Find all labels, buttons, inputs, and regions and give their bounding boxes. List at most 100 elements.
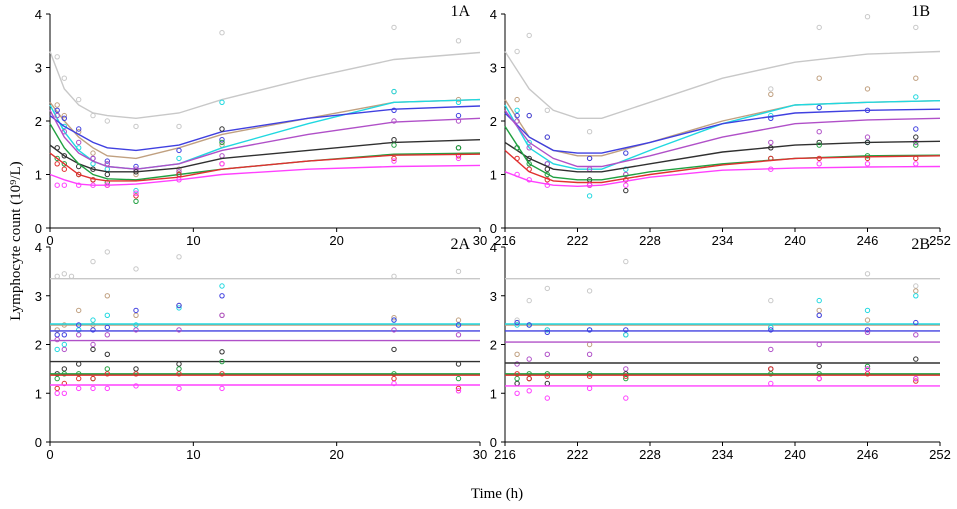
observation-point bbox=[391, 142, 397, 148]
observation-point bbox=[61, 322, 68, 328]
panel-label: 2B bbox=[911, 236, 930, 253]
observation-point bbox=[176, 155, 182, 162]
x-tick-label: 216 bbox=[494, 233, 516, 248]
observation-point bbox=[544, 380, 550, 387]
observation-point bbox=[586, 155, 593, 162]
observation-point bbox=[514, 390, 520, 396]
observation-point bbox=[219, 312, 225, 318]
y-tick-label: 1 bbox=[490, 168, 497, 183]
y-tick-label: 2 bbox=[35, 114, 42, 129]
series-line-9 bbox=[49, 164, 481, 186]
x-tick-label: 240 bbox=[784, 447, 806, 462]
observation-point bbox=[913, 161, 919, 167]
observation-point bbox=[526, 297, 532, 304]
x-tick-label: 222 bbox=[567, 447, 589, 462]
observation-point bbox=[816, 161, 822, 167]
observation-point bbox=[54, 346, 60, 353]
series-line-8 bbox=[504, 149, 941, 184]
series-line-4 bbox=[504, 108, 941, 154]
observation-point bbox=[544, 329, 550, 335]
observation-point bbox=[90, 112, 96, 119]
observation-point bbox=[76, 96, 82, 103]
observation-point bbox=[623, 150, 629, 156]
observation-point bbox=[544, 166, 550, 172]
observation-point bbox=[176, 123, 182, 130]
observation-point bbox=[586, 385, 593, 392]
observation-point bbox=[391, 137, 397, 143]
observation-point bbox=[176, 371, 182, 377]
observation-point bbox=[104, 171, 111, 178]
observation-point bbox=[391, 317, 397, 323]
observation-point bbox=[864, 107, 871, 114]
panel-label: 1B bbox=[911, 3, 930, 20]
series-line-2 bbox=[504, 99, 941, 157]
observation-point bbox=[76, 332, 82, 338]
observation-point bbox=[864, 139, 871, 146]
observation-point bbox=[514, 145, 520, 151]
observation-point bbox=[544, 327, 550, 333]
observation-point bbox=[514, 371, 520, 377]
y-tick-label: 0 bbox=[35, 435, 42, 450]
observation-point bbox=[526, 322, 532, 328]
observation-point bbox=[104, 293, 111, 299]
x-tick-label: 216 bbox=[494, 447, 516, 462]
x-tick-label: 30 bbox=[473, 233, 487, 248]
y-tick-label: 3 bbox=[35, 61, 42, 76]
series-line-4 bbox=[49, 105, 481, 152]
y-tick-label: 4 bbox=[35, 240, 42, 255]
series-line-1 bbox=[49, 51, 481, 120]
observation-point bbox=[176, 385, 182, 392]
observation-point bbox=[455, 385, 462, 392]
observation-point bbox=[544, 107, 550, 114]
observation-point bbox=[526, 145, 532, 151]
observation-point bbox=[864, 271, 871, 277]
observation-point bbox=[455, 317, 462, 323]
observation-point bbox=[514, 319, 520, 326]
x-tick-label: 252 bbox=[929, 447, 951, 462]
observation-point bbox=[54, 102, 60, 108]
observation-point bbox=[864, 134, 871, 140]
observation-point bbox=[90, 258, 96, 265]
observation-point bbox=[864, 327, 871, 333]
observation-point bbox=[514, 155, 520, 162]
observation-point bbox=[76, 171, 82, 178]
observation-point bbox=[623, 182, 629, 188]
observation-point bbox=[104, 182, 111, 188]
observation-point bbox=[864, 366, 871, 372]
series-line-6 bbox=[49, 139, 481, 173]
observation-point bbox=[391, 88, 397, 95]
series-line-6 bbox=[504, 140, 941, 173]
observation-point bbox=[768, 324, 774, 331]
observation-point bbox=[54, 385, 60, 392]
observation-point bbox=[176, 302, 182, 309]
observation-point bbox=[133, 383, 139, 389]
observation-point bbox=[864, 317, 871, 323]
observation-point bbox=[391, 118, 397, 124]
observation-point bbox=[455, 322, 462, 328]
observation-point bbox=[391, 107, 397, 114]
series-line-3 bbox=[504, 100, 941, 170]
observation-point bbox=[913, 126, 919, 132]
observation-point bbox=[219, 153, 225, 159]
observation-point bbox=[176, 327, 182, 333]
observation-point bbox=[913, 293, 919, 299]
observation-point bbox=[768, 91, 774, 98]
observation-point bbox=[176, 147, 182, 154]
observation-point bbox=[90, 317, 96, 323]
y-tick-label: 4 bbox=[490, 240, 497, 255]
observation-point bbox=[455, 118, 462, 124]
observation-point bbox=[54, 327, 60, 333]
observation-point bbox=[104, 385, 111, 392]
observation-point bbox=[586, 327, 593, 333]
observation-point bbox=[219, 358, 225, 365]
observation-point bbox=[768, 145, 774, 151]
x-tick-label: 234 bbox=[712, 447, 734, 462]
observation-point bbox=[455, 155, 462, 162]
series-line-5 bbox=[504, 109, 941, 168]
observation-point bbox=[219, 30, 225, 36]
observation-point bbox=[526, 375, 532, 382]
observation-point bbox=[526, 177, 532, 183]
observation-point bbox=[864, 14, 871, 20]
observation-point bbox=[586, 288, 593, 294]
